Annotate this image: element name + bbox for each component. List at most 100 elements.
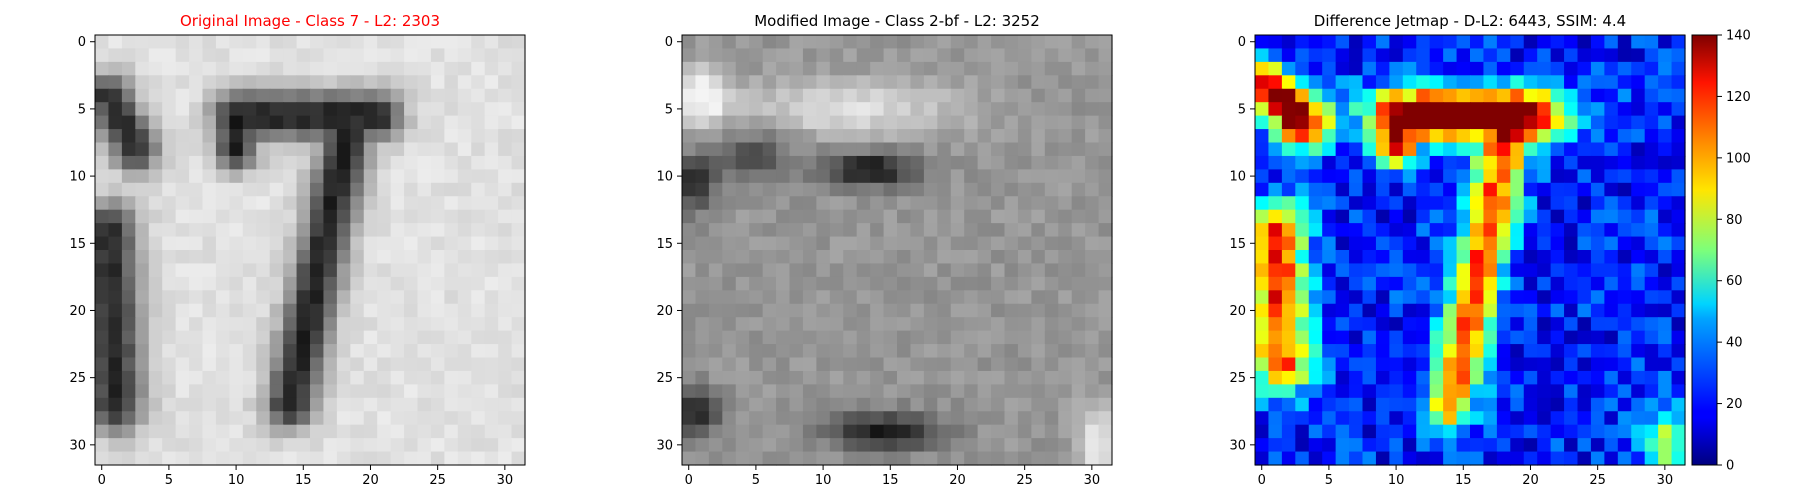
heatmap-cell xyxy=(776,35,791,50)
heatmap-cell xyxy=(1416,424,1431,439)
heatmap-cell xyxy=(1322,223,1337,238)
heatmap-cell xyxy=(977,223,992,238)
heatmap-cell xyxy=(923,438,938,453)
heatmap-cell xyxy=(1349,438,1364,453)
heatmap-cell xyxy=(1308,250,1323,265)
heatmap-cell xyxy=(1416,129,1431,144)
heatmap-cell xyxy=(870,196,885,211)
heatmap-cell xyxy=(1402,182,1417,197)
heatmap-cell xyxy=(108,411,123,426)
heatmap-cell xyxy=(1631,397,1646,412)
heatmap-cell xyxy=(1362,397,1377,412)
heatmap-cell xyxy=(1389,384,1404,399)
heatmap-cell xyxy=(1098,344,1113,359)
heatmap-cell xyxy=(1470,48,1485,63)
heatmap-cell xyxy=(856,424,871,439)
heatmap-cell xyxy=(256,250,271,265)
heatmap-cell xyxy=(215,155,230,170)
heatmap-cell xyxy=(1335,438,1350,453)
heatmap-cell xyxy=(283,263,298,278)
heatmap-cell xyxy=(1031,223,1046,238)
heatmap-cell xyxy=(1268,276,1283,291)
heatmap-cell xyxy=(1335,223,1350,238)
heatmap-cell xyxy=(776,276,791,291)
heatmap-cell xyxy=(363,303,378,318)
heatmap-cell xyxy=(695,223,710,238)
heatmap-cell xyxy=(897,303,912,318)
heatmap-cell xyxy=(1281,317,1296,332)
heatmap-cell xyxy=(749,236,764,251)
heatmap-cell xyxy=(363,182,378,197)
heatmap-cell xyxy=(1402,35,1417,50)
heatmap-cell xyxy=(829,397,844,412)
heatmap-cell xyxy=(215,344,230,359)
heatmap-cell xyxy=(923,88,938,103)
heatmap-cell xyxy=(148,61,163,76)
heatmap-cell xyxy=(991,317,1006,332)
heatmap-cell xyxy=(950,263,965,278)
heatmap-cell xyxy=(1281,451,1296,466)
heatmap-cell xyxy=(1058,411,1073,426)
heatmap-cell xyxy=(296,250,311,265)
heatmap-cell xyxy=(1416,115,1431,130)
heatmap-cell xyxy=(910,384,925,399)
heatmap-cell xyxy=(1362,35,1377,50)
heatmap-cell xyxy=(897,155,912,170)
heatmap-cell xyxy=(1456,155,1471,170)
heatmap-cell xyxy=(417,61,432,76)
heatmap-cell xyxy=(108,88,123,103)
heatmap-cell xyxy=(1058,169,1073,184)
heatmap-cell xyxy=(202,263,217,278)
heatmap-cell xyxy=(283,357,298,372)
heatmap-cell xyxy=(1268,317,1283,332)
heatmap-cell xyxy=(296,115,311,130)
heatmap-cell xyxy=(682,397,697,412)
heatmap-cell xyxy=(229,182,244,197)
heatmap-cell xyxy=(1483,88,1498,103)
heatmap-cell xyxy=(1268,61,1283,76)
heatmap-cell xyxy=(1523,129,1538,144)
heatmap-cell xyxy=(1098,330,1113,345)
heatmap-cell xyxy=(148,263,163,278)
heatmap-cell xyxy=(323,102,338,117)
heatmap-cell xyxy=(269,35,284,50)
heatmap-cell xyxy=(148,115,163,130)
heatmap-cell xyxy=(708,357,723,372)
heatmap-cell xyxy=(883,370,898,385)
heatmap-cell xyxy=(430,357,445,372)
heatmap-cell xyxy=(856,182,871,197)
heatmap-cell xyxy=(1389,344,1404,359)
heatmap-cell xyxy=(484,317,499,332)
heatmap-cell xyxy=(189,48,204,63)
heatmap-cell xyxy=(749,223,764,238)
heatmap-cell xyxy=(135,263,150,278)
heatmap-cell xyxy=(511,115,526,130)
heatmap-cell xyxy=(1308,438,1323,453)
heatmap-cell xyxy=(1375,155,1390,170)
heatmap-cell xyxy=(1255,276,1270,291)
heatmap-cell xyxy=(1470,129,1485,144)
heatmap-cell xyxy=(296,384,311,399)
heatmap-cell xyxy=(350,75,365,90)
heatmap-cell xyxy=(1017,223,1032,238)
heatmap-cell xyxy=(1470,236,1485,251)
heatmap-cell xyxy=(829,155,844,170)
heatmap-cell xyxy=(363,290,378,305)
heatmap-cell xyxy=(404,384,419,399)
heatmap-cell xyxy=(1295,424,1310,439)
heatmap-cell xyxy=(964,357,979,372)
heatmap-cell xyxy=(950,370,965,385)
heatmap-cell xyxy=(350,209,365,224)
heatmap-cell xyxy=(215,317,230,332)
heatmap-cell xyxy=(242,384,257,399)
heatmap-cell xyxy=(682,236,697,251)
heatmap-cell xyxy=(1644,75,1659,90)
heatmap-cell xyxy=(471,35,486,50)
heatmap-cell xyxy=(215,397,230,412)
heatmap-cell xyxy=(1510,209,1525,224)
heatmap-cell xyxy=(950,250,965,265)
heatmap-cell xyxy=(444,344,459,359)
heatmap-cell xyxy=(1456,223,1471,238)
heatmap-cell xyxy=(1375,344,1390,359)
heatmap-cell xyxy=(1017,209,1032,224)
